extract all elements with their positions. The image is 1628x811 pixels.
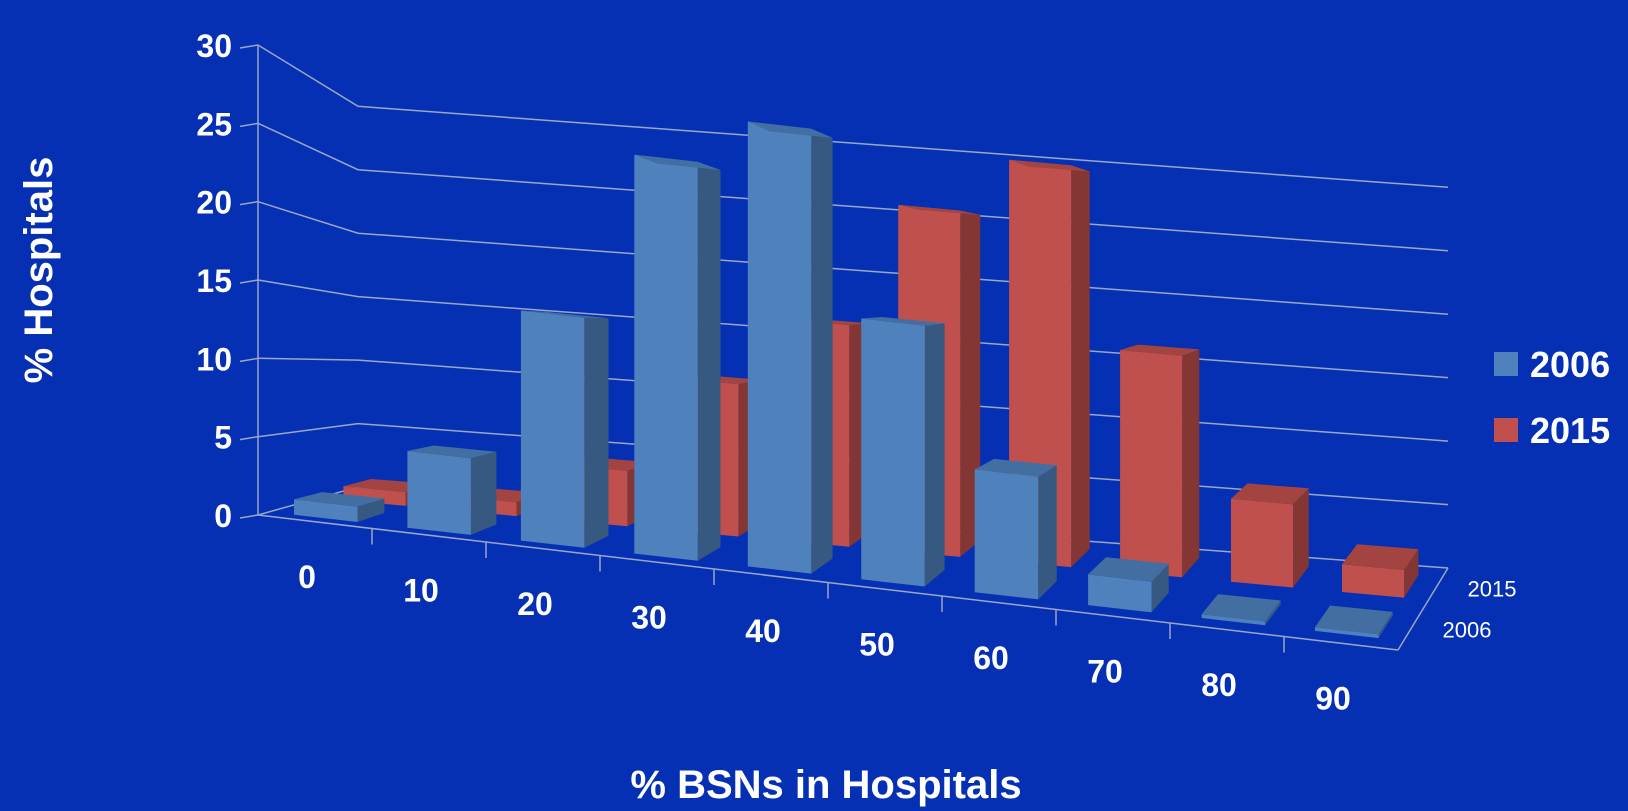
bar-side [1265, 600, 1281, 626]
bar-2015-90 [1342, 544, 1419, 598]
depth-tick-label: 2015 [1468, 577, 1517, 602]
bar-top [1120, 344, 1200, 356]
y-tick-label: 5 [214, 420, 232, 456]
bar-top [1088, 557, 1169, 582]
bar-top [634, 154, 721, 170]
bar-top [1009, 159, 1090, 172]
y-tick-mark [239, 44, 259, 49]
x-tick-label: 70 [1087, 653, 1123, 689]
bar-side [1293, 488, 1309, 588]
x-tick-label: 60 [973, 640, 1009, 676]
y-tick-label: 20 [196, 185, 232, 221]
bar-front [1120, 350, 1183, 578]
depth-tick-label: 2006 [1443, 618, 1492, 643]
x-tick-label: 20 [517, 586, 553, 622]
y-tick-mark [239, 279, 259, 284]
x-axis-title: % BSNs in Hospitals [630, 763, 1021, 807]
bar-top [974, 458, 1057, 477]
bar-side [1038, 465, 1057, 600]
x-tick-label: 50 [859, 626, 895, 662]
bar-2006-0 [294, 492, 385, 522]
bar-front [1201, 614, 1266, 626]
bar-2015-80 [1231, 483, 1309, 588]
bar-front [634, 154, 698, 561]
bar-side [470, 451, 497, 535]
bar-2006-90 [1315, 605, 1393, 639]
chart-back-wall [257, 44, 1449, 569]
x-tick-label: 0 [298, 559, 316, 595]
legend-swatch-2006 [1494, 352, 1518, 376]
bar-side [697, 161, 721, 561]
bar-top [1231, 483, 1309, 505]
bar-front [861, 318, 925, 587]
bar-side [811, 128, 833, 574]
gridline [257, 200, 1449, 315]
bar-front [294, 499, 358, 522]
bar-side [584, 317, 609, 548]
bar-front [407, 451, 471, 535]
bar-2006-30 [634, 154, 721, 561]
bar-top [1342, 544, 1419, 570]
bar-front [1231, 498, 1294, 588]
bar-2006-40 [747, 121, 833, 574]
bar-front [520, 310, 585, 548]
y-tick-label: 0 [214, 498, 232, 534]
bar-2006-20 [520, 310, 609, 548]
bar-side [1151, 563, 1169, 613]
bar-2006-60 [974, 458, 1057, 600]
x-tick-label: 10 [403, 572, 439, 608]
bar-2015-70 [1120, 344, 1200, 578]
bar-top [898, 204, 981, 215]
x-tick-label: 90 [1315, 680, 1351, 716]
depth-axis-line [1397, 567, 1449, 651]
bar-2006-50 [861, 317, 945, 587]
bar-2006-70 [1088, 557, 1169, 613]
y-tick-mark [239, 514, 259, 519]
y-tick-label: 30 [196, 28, 232, 64]
y-tick-mark [239, 357, 259, 363]
y-tick-mark [239, 200, 259, 206]
x-tick-label: 40 [745, 613, 781, 649]
bar-side [924, 323, 945, 587]
bar-2006-80 [1201, 594, 1281, 626]
y-tick-label: 10 [196, 341, 232, 377]
y-tick-label: 15 [196, 263, 232, 299]
bar-front [1315, 627, 1379, 639]
bar-side [357, 498, 385, 522]
y-axis-title: % Hospitals [17, 157, 61, 384]
bar-side [1182, 349, 1200, 578]
bar-top [1201, 594, 1281, 622]
bar-top [407, 445, 497, 459]
bar-top [861, 317, 945, 326]
x-tick-label: 80 [1201, 667, 1237, 703]
bar-front [747, 121, 812, 574]
legend-swatch-2015 [1494, 418, 1518, 442]
y-axis-ticks: 0 5 10 15 20 25 30 [196, 28, 259, 534]
bars-group [294, 121, 1419, 639]
legend: 2006 2015 [1494, 344, 1610, 451]
gridline [257, 44, 1449, 189]
legend-label-2006: 2006 [1530, 344, 1610, 385]
bar-top [1315, 605, 1393, 635]
bar-front [1342, 564, 1405, 598]
bar-top [747, 121, 833, 138]
x-tick-label: 30 [631, 599, 667, 635]
bar-side [1071, 165, 1090, 568]
legend-label-2015: 2015 [1530, 410, 1610, 451]
depth-axis-ticks: 2015 2006 [1443, 577, 1517, 643]
bar-front [1088, 574, 1152, 613]
y-tick-mark [239, 122, 259, 128]
bar-2006-10 [407, 445, 497, 535]
bar-front [974, 469, 1039, 600]
bar-top [520, 310, 609, 319]
bar-side [1378, 611, 1393, 639]
bar-side [1404, 549, 1419, 598]
bar-top [294, 492, 385, 507]
y-tick-mark [239, 435, 259, 441]
x-axis-ticks: 0 10 20 30 40 50 60 70 80 90 [298, 528, 1351, 716]
y-tick-label: 25 [196, 106, 232, 142]
